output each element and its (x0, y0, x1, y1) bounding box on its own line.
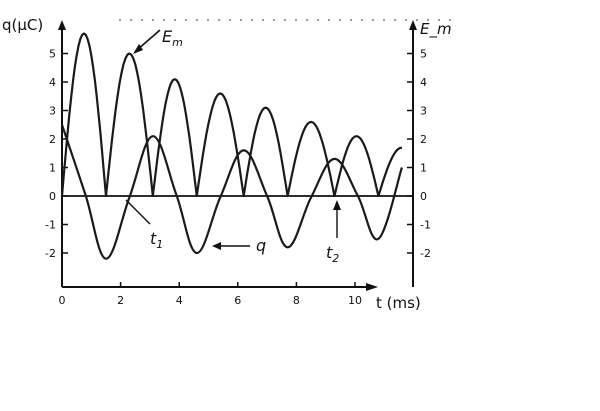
q-annotation: q (256, 236, 266, 255)
top-dot (438, 19, 440, 21)
y-right-tick-label: 1 (420, 162, 427, 175)
top-dot (218, 19, 220, 21)
x-tick-label: 6 (234, 294, 241, 307)
y-right-tick-label: -1 (420, 219, 431, 232)
top-dot (185, 19, 187, 21)
series-e-m-line (60, 32, 403, 198)
top-dot (383, 19, 385, 21)
top-dot (427, 19, 429, 21)
top-dot (207, 19, 209, 21)
top-dot (339, 19, 341, 21)
y-right-tick-label: 3 (420, 105, 427, 118)
top-dot (174, 19, 176, 21)
y-right-tick-label: -2 (420, 247, 431, 260)
em-annotation: Em (162, 27, 183, 49)
em-pointer-line (136, 29, 161, 51)
top-dot (328, 19, 330, 21)
y-left-tick-label: 4 (49, 76, 56, 89)
top-dot (350, 19, 352, 21)
top-dot (449, 19, 451, 21)
y-right-axis-arrow (409, 20, 417, 30)
x-tick-label: 0 (59, 294, 66, 307)
top-dot (306, 19, 308, 21)
axes (58, 20, 417, 291)
y-left-tick-label: -2 (45, 247, 56, 260)
top-dot (317, 19, 319, 21)
x-axis-arrow (366, 283, 378, 291)
top-dot (284, 19, 286, 21)
top-dot (229, 19, 231, 21)
tick-marks (61, 52, 413, 287)
top-dot (394, 19, 396, 21)
top-dot (251, 19, 253, 21)
top-dot (240, 19, 242, 21)
t2-annotation: t2 (326, 243, 339, 265)
top-dot (361, 19, 363, 21)
x-tick-label: 2 (117, 294, 124, 307)
top-dot (416, 19, 418, 21)
x-axis-title: t (ms) (376, 294, 421, 312)
top-dot (273, 19, 275, 21)
tick-labels: -2 -2 -1 -1 0 0 1 1 2 2 3 3 4 4 5 5 0 2 4 6 8 10 (45, 48, 431, 308)
y-right-axis-title: E_m (420, 20, 452, 39)
top-dot (119, 19, 121, 21)
x-tick-label: 10 (348, 294, 362, 307)
top-dot (152, 19, 154, 21)
em-pointer-arrow (133, 44, 143, 54)
y-left-tick-label: 0 (49, 190, 56, 203)
top-dot (141, 19, 143, 21)
top-dotted-line (119, 19, 451, 21)
y-left-tick-label: 1 (49, 162, 56, 175)
y-right-tick-label: 5 (420, 48, 427, 61)
y-left-axis-arrow (58, 20, 66, 30)
y-left-axis-title: q(μC) (2, 16, 43, 34)
y-right-tick-label: 0 (420, 190, 427, 203)
top-dot (163, 19, 165, 21)
y-left-tick-label: 2 (49, 133, 56, 146)
q-pointer-arrow (212, 242, 221, 250)
top-dot (262, 19, 264, 21)
y-left-tick-label: 3 (49, 105, 56, 118)
data-curves (60, 32, 403, 260)
t1-annotation: t1 (150, 229, 163, 251)
y-right-tick-label: 4 (420, 76, 427, 89)
top-dot (295, 19, 297, 21)
t2-pointer-arrow (333, 200, 341, 210)
top-dot (405, 19, 407, 21)
top-dot (130, 19, 132, 21)
x-tick-label: 8 (293, 294, 300, 307)
top-dot (372, 19, 374, 21)
x-tick-label: 4 (176, 294, 183, 307)
series-q-line (60, 124, 403, 260)
y-right-tick-label: 2 (420, 133, 427, 146)
t1-pointer-line (125, 199, 151, 225)
annotations: Em t1 q t2 (125, 27, 341, 265)
y-left-tick-label: -1 (45, 219, 56, 232)
top-dot (196, 19, 198, 21)
y-left-tick-label: 5 (49, 48, 56, 61)
